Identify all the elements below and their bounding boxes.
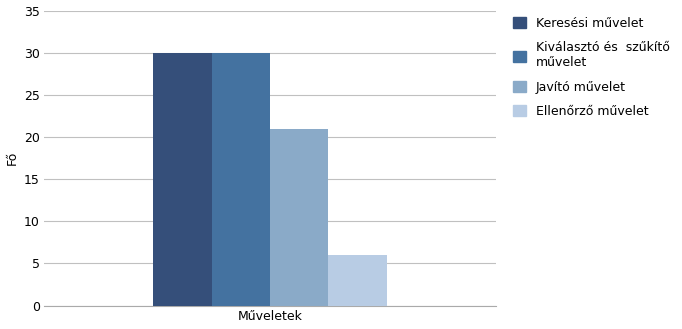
Bar: [270, 129, 329, 306]
Bar: [329, 255, 387, 306]
Y-axis label: Fő: Fő: [5, 151, 18, 165]
Legend: Keresési művelet, Kiválasztó és  szűkítő
művelet, Javító művelet, Ellenőrző műve: Keresési művelet, Kiválasztó és szűkítő …: [507, 11, 676, 124]
Bar: [212, 53, 270, 306]
Bar: [153, 53, 212, 306]
